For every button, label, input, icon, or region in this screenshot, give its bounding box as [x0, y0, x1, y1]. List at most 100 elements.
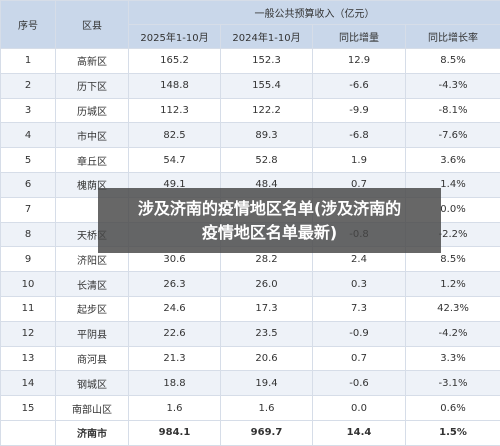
header-cell: 同比增长率 — [406, 25, 500, 49]
table-cell: 26.3 — [129, 272, 221, 297]
table-cell: -3.1% — [406, 371, 500, 396]
table-cell: 0.0 — [313, 396, 406, 421]
table-cell: 42.3% — [406, 296, 500, 321]
table-cell: 8.5% — [406, 49, 500, 74]
table-cell: 长清区 — [56, 272, 129, 297]
table-cell: 969.7 — [221, 420, 313, 445]
header-row: 序号 区县 一般公共预算收入（亿元） — [1, 1, 500, 25]
table-cell: 22.6 — [129, 321, 221, 346]
table-cell: 0.3 — [313, 272, 406, 297]
table-cell: 165.2 — [129, 49, 221, 74]
table-cell: 3.3% — [406, 346, 500, 371]
table-cell: 历下区 — [56, 73, 129, 98]
table-cell: 1.9 — [313, 148, 406, 173]
table-cell: 122.2 — [221, 98, 313, 123]
header-cell: 2025年1-10月 — [129, 25, 221, 49]
table-cell: -9.9 — [313, 98, 406, 123]
table-cell: 1.2% — [406, 272, 500, 297]
table-cell: 17.3 — [221, 296, 313, 321]
table-cell: 19.4 — [221, 371, 313, 396]
table-cell: 11 — [1, 296, 56, 321]
table-cell: -6.8 — [313, 123, 406, 148]
table-cell: 14.4 — [313, 420, 406, 445]
table-cell: 3.6% — [406, 148, 500, 173]
table-cell: 2 — [1, 73, 56, 98]
table-cell: 商河县 — [56, 346, 129, 371]
table-cell: 0.7 — [313, 346, 406, 371]
table-cell: 1.5% — [406, 420, 500, 445]
table-cell — [1, 420, 56, 445]
table-cell: 21.3 — [129, 346, 221, 371]
table-cell: 112.3 — [129, 98, 221, 123]
table-cell: 平阴县 — [56, 321, 129, 346]
table-cell: -4.3% — [406, 73, 500, 98]
table-cell: 23.5 — [221, 321, 313, 346]
table-cell: 9 — [1, 247, 56, 272]
table-cell: 13 — [1, 346, 56, 371]
table-cell: 3 — [1, 98, 56, 123]
table-cell: 148.8 — [129, 73, 221, 98]
table-cell: 15 — [1, 396, 56, 421]
table-cell: 18.8 — [129, 371, 221, 396]
table-cell: 南部山区 — [56, 396, 129, 421]
table-cell: 6 — [1, 172, 56, 197]
table-cell: 7.3 — [313, 296, 406, 321]
table-cell: 984.1 — [129, 420, 221, 445]
table-cell: -0.6 — [313, 371, 406, 396]
caption-line: 涉及济南的疫情地区名单(涉及济南的 — [98, 197, 441, 221]
table-cell: 市中区 — [56, 123, 129, 148]
table-cell: 0.6% — [406, 396, 500, 421]
table-cell: -4.2% — [406, 321, 500, 346]
table-cell: -0.9 — [313, 321, 406, 346]
table-cell: 26.0 — [221, 272, 313, 297]
header-cell: 同比增量 — [313, 25, 406, 49]
table-cell: 章丘区 — [56, 148, 129, 173]
table-cell: 52.8 — [221, 148, 313, 173]
table-cell: 20.6 — [221, 346, 313, 371]
header-cell: 序号 — [1, 1, 56, 49]
caption-line: 疫情地区名单最新) — [98, 221, 441, 245]
table-cell: 4 — [1, 123, 56, 148]
table-cell: 高新区 — [56, 49, 129, 74]
table-cell: 89.3 — [221, 123, 313, 148]
table-cell: 起步区 — [56, 296, 129, 321]
table-cell: 12 — [1, 321, 56, 346]
header-cell: 2024年1-10月 — [221, 25, 313, 49]
table-cell: 1.6 — [129, 396, 221, 421]
table-cell: -7.6% — [406, 123, 500, 148]
table-cell: 10 — [1, 272, 56, 297]
group-header: 一般公共预算收入（亿元） — [129, 1, 500, 25]
table-cell: 82.5 — [129, 123, 221, 148]
table-cell: -8.1% — [406, 98, 500, 123]
table-cell: 1.6 — [221, 396, 313, 421]
table-cell: 7 — [1, 197, 56, 222]
table-cell: 8 — [1, 222, 56, 247]
table-cell: 24.6 — [129, 296, 221, 321]
caption-overlay: 涉及济南的疫情地区名单(涉及济南的疫情地区名单最新) — [98, 188, 441, 253]
table-cell: 济南市 — [56, 420, 129, 445]
table-cell: 14 — [1, 371, 56, 396]
table-cell: 历城区 — [56, 98, 129, 123]
header-cell: 区县 — [56, 1, 129, 49]
table-cell: 12.9 — [313, 49, 406, 74]
table-cell: 5 — [1, 148, 56, 173]
table-cell: 54.7 — [129, 148, 221, 173]
table-cell: 1 — [1, 49, 56, 74]
table-cell: 152.3 — [221, 49, 313, 74]
table-cell: -6.6 — [313, 73, 406, 98]
table-cell: 钢城区 — [56, 371, 129, 396]
table-cell: 155.4 — [221, 73, 313, 98]
